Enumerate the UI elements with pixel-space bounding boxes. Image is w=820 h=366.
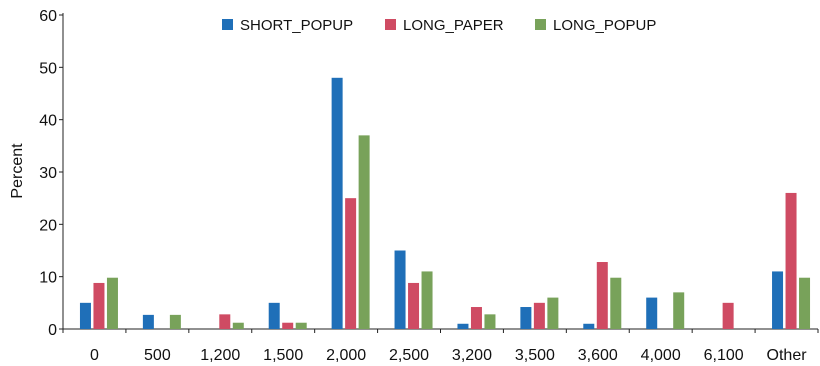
bar-long-paper	[93, 282, 105, 329]
x-tick-label: 1,500	[263, 347, 303, 364]
bar-long-popup	[547, 297, 559, 329]
y-axis-label: Percent	[9, 143, 26, 199]
bar-short-popup	[583, 323, 595, 329]
bar-long-paper	[219, 314, 231, 329]
x-tick-label: Other	[767, 347, 808, 364]
bar-short-popup	[457, 323, 469, 329]
bar-long-popup	[169, 314, 181, 329]
y-tick-label: 40	[39, 113, 57, 130]
legend-label: LONG_POPUP	[553, 17, 656, 34]
y-tick-label: 60	[39, 8, 57, 25]
legend-swatch	[222, 19, 233, 30]
legend-label: LONG_PAPER	[403, 17, 504, 34]
x-tick-label: 6,100	[704, 347, 744, 364]
x-tick-label: 3,200	[452, 347, 492, 364]
bar-long-popup	[484, 314, 496, 329]
bars	[79, 77, 811, 329]
x-tick-label: 3,500	[515, 347, 555, 364]
legend-swatch	[535, 19, 546, 30]
bar-short-popup	[142, 314, 154, 329]
bar-short-popup	[79, 302, 91, 329]
bar-long-popup	[358, 135, 370, 329]
x-tick-label: 0	[90, 347, 99, 364]
y-tick-label: 50	[39, 60, 57, 77]
legend-swatch	[385, 19, 396, 30]
bar-short-popup	[331, 77, 343, 329]
bar-long-paper	[722, 302, 734, 329]
x-tick-label: 3,600	[578, 347, 618, 364]
x-tick-label: 2,500	[389, 347, 429, 364]
x-tick-label: 2,000	[326, 347, 366, 364]
bar-long-paper	[282, 322, 294, 329]
bar-long-paper	[470, 307, 482, 329]
y-tick-label: 30	[39, 165, 57, 182]
bar-long-popup	[106, 277, 118, 329]
bar-short-popup	[268, 302, 280, 329]
bar-short-popup	[394, 250, 406, 329]
bar-long-popup	[232, 322, 244, 329]
y-tick-label: 0	[48, 322, 57, 339]
legend: SHORT_POPUP LONG_PAPER LONG_POPUP	[222, 17, 656, 34]
y-tick-label: 10	[39, 270, 57, 287]
bar-long-popup	[610, 277, 622, 329]
x-tick-label: 1,200	[200, 347, 240, 364]
bar-long-paper	[345, 198, 357, 329]
x-tick-label: 4,000	[641, 347, 681, 364]
bar-long-paper	[596, 262, 608, 329]
bar-short-popup	[646, 297, 658, 329]
y-axis: 0 10 20 30 40 50 60	[39, 8, 64, 339]
bar-short-popup	[520, 307, 532, 329]
bar-long-paper	[533, 302, 545, 329]
bar-long-paper	[408, 282, 420, 329]
bar-long-popup	[295, 322, 307, 329]
x-tick-label: 500	[144, 347, 171, 364]
x-axis: 0 500 1,200 1,500 2,000 2,500 3,200 3,500 3,600 4…	[62, 328, 819, 364]
y-tick-label: 20	[39, 217, 57, 234]
bar-long-popup	[799, 277, 811, 329]
bar-long-paper	[785, 192, 797, 329]
bar-short-popup	[772, 271, 784, 329]
bar-long-popup	[421, 271, 433, 329]
bar-long-popup	[673, 292, 685, 329]
legend-label: SHORT_POPUP	[240, 17, 353, 34]
